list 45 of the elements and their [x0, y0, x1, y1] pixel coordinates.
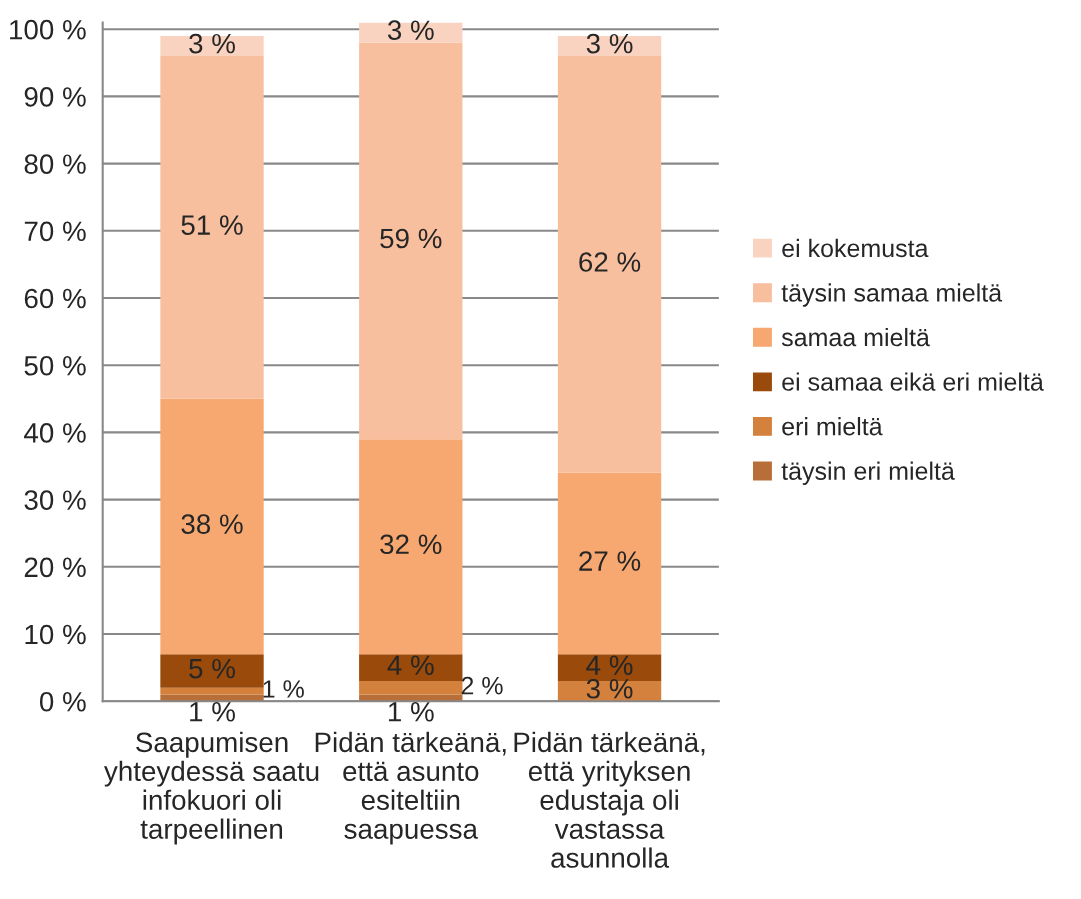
data-label: 38 %: [181, 514, 243, 534]
data-label: 4 %: [387, 655, 434, 675]
y-tick-label: 0 %: [39, 691, 86, 712]
data-label: 51 %: [181, 215, 243, 235]
y-tick-label: 50 %: [24, 355, 86, 376]
data-label: 59 %: [380, 228, 442, 249]
data-label: 27 %: [579, 551, 641, 571]
bar: [160, 694, 264, 702]
bar: [557, 56, 662, 473]
legend-label: täysin eri mieltä: [781, 461, 955, 485]
y-tick-label: 100 %: [10, 19, 86, 40]
legend-label: eri mieltä: [782, 417, 883, 436]
bar: [359, 654, 463, 682]
bar: [160, 654, 264, 688]
legend-label: ei kokemusta: [782, 238, 929, 258]
y-tick-label: 80 %: [24, 154, 86, 174]
data-label: 5 %: [189, 658, 235, 679]
bar: [160, 687, 264, 695]
data-label: 3 %: [387, 20, 434, 41]
data-label: 3 %: [189, 33, 235, 54]
bar: [359, 439, 463, 655]
legend-label: ei samaa eikä eri mieltä: [782, 372, 1044, 391]
legend-label: täysin samaa mieltä: [781, 283, 1003, 307]
data-label: 1 %: [388, 702, 434, 722]
data-label: 3 %: [586, 678, 633, 699]
data-label: 4 %: [586, 655, 633, 675]
legend-label: samaa mieltä: [781, 327, 930, 347]
y-tick-label: 90 %: [24, 87, 86, 107]
data-label: 32 %: [380, 534, 442, 555]
bar: [557, 472, 662, 655]
data-label: 62 %: [579, 252, 641, 272]
bar: [359, 681, 463, 695]
data-label: 1 %: [190, 702, 235, 722]
data-label: 3 %: [586, 33, 633, 54]
y-tick-label: 10 %: [25, 624, 86, 645]
y-tick-label: 70 %: [24, 221, 86, 242]
bar: [160, 35, 264, 57]
bar: [359, 42, 463, 440]
y-tick-label: 60 %: [24, 288, 86, 309]
bar: [160, 56, 264, 399]
x-tick-label: Pidän tärkeänä, että yrityksen edustaja oli vastassa asunnolla: [514, 731, 705, 868]
y-tick-label: 30 %: [24, 490, 86, 510]
y-tick-label: 20 %: [24, 557, 86, 578]
y-tick-label: 40 %: [24, 423, 86, 443]
bar: [160, 398, 264, 655]
